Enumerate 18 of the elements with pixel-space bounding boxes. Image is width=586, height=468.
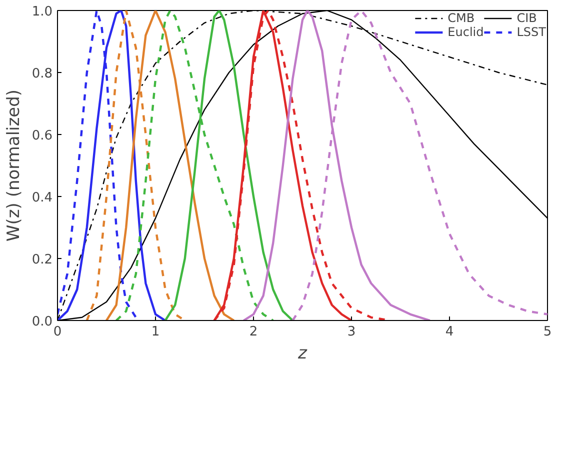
legend-label: CIB — [516, 11, 537, 25]
x-tick-label: 3 — [347, 324, 356, 340]
x-axis-title: z — [297, 344, 308, 364]
legend-label: Euclid — [448, 25, 484, 39]
y-tick-label: 0.0 — [32, 314, 53, 330]
y-tick-label: 0.2 — [32, 252, 53, 268]
y-axis-title: W(z) (normalized) — [4, 89, 24, 242]
y-tick-label: 0.4 — [32, 190, 53, 206]
y-tick-label: 1.0 — [32, 4, 53, 20]
x-tick-label: 0 — [53, 324, 62, 340]
legend-label: CMB — [448, 11, 475, 25]
y-tick-label: 0.6 — [32, 128, 53, 144]
x-tick-label: 4 — [445, 324, 454, 340]
x-tick-label: 1 — [151, 324, 160, 340]
legend-label: LSST — [516, 25, 546, 39]
x-tick-label: 5 — [543, 324, 552, 340]
y-tick-label: 0.8 — [32, 66, 53, 82]
x-tick-label: 2 — [249, 324, 258, 340]
